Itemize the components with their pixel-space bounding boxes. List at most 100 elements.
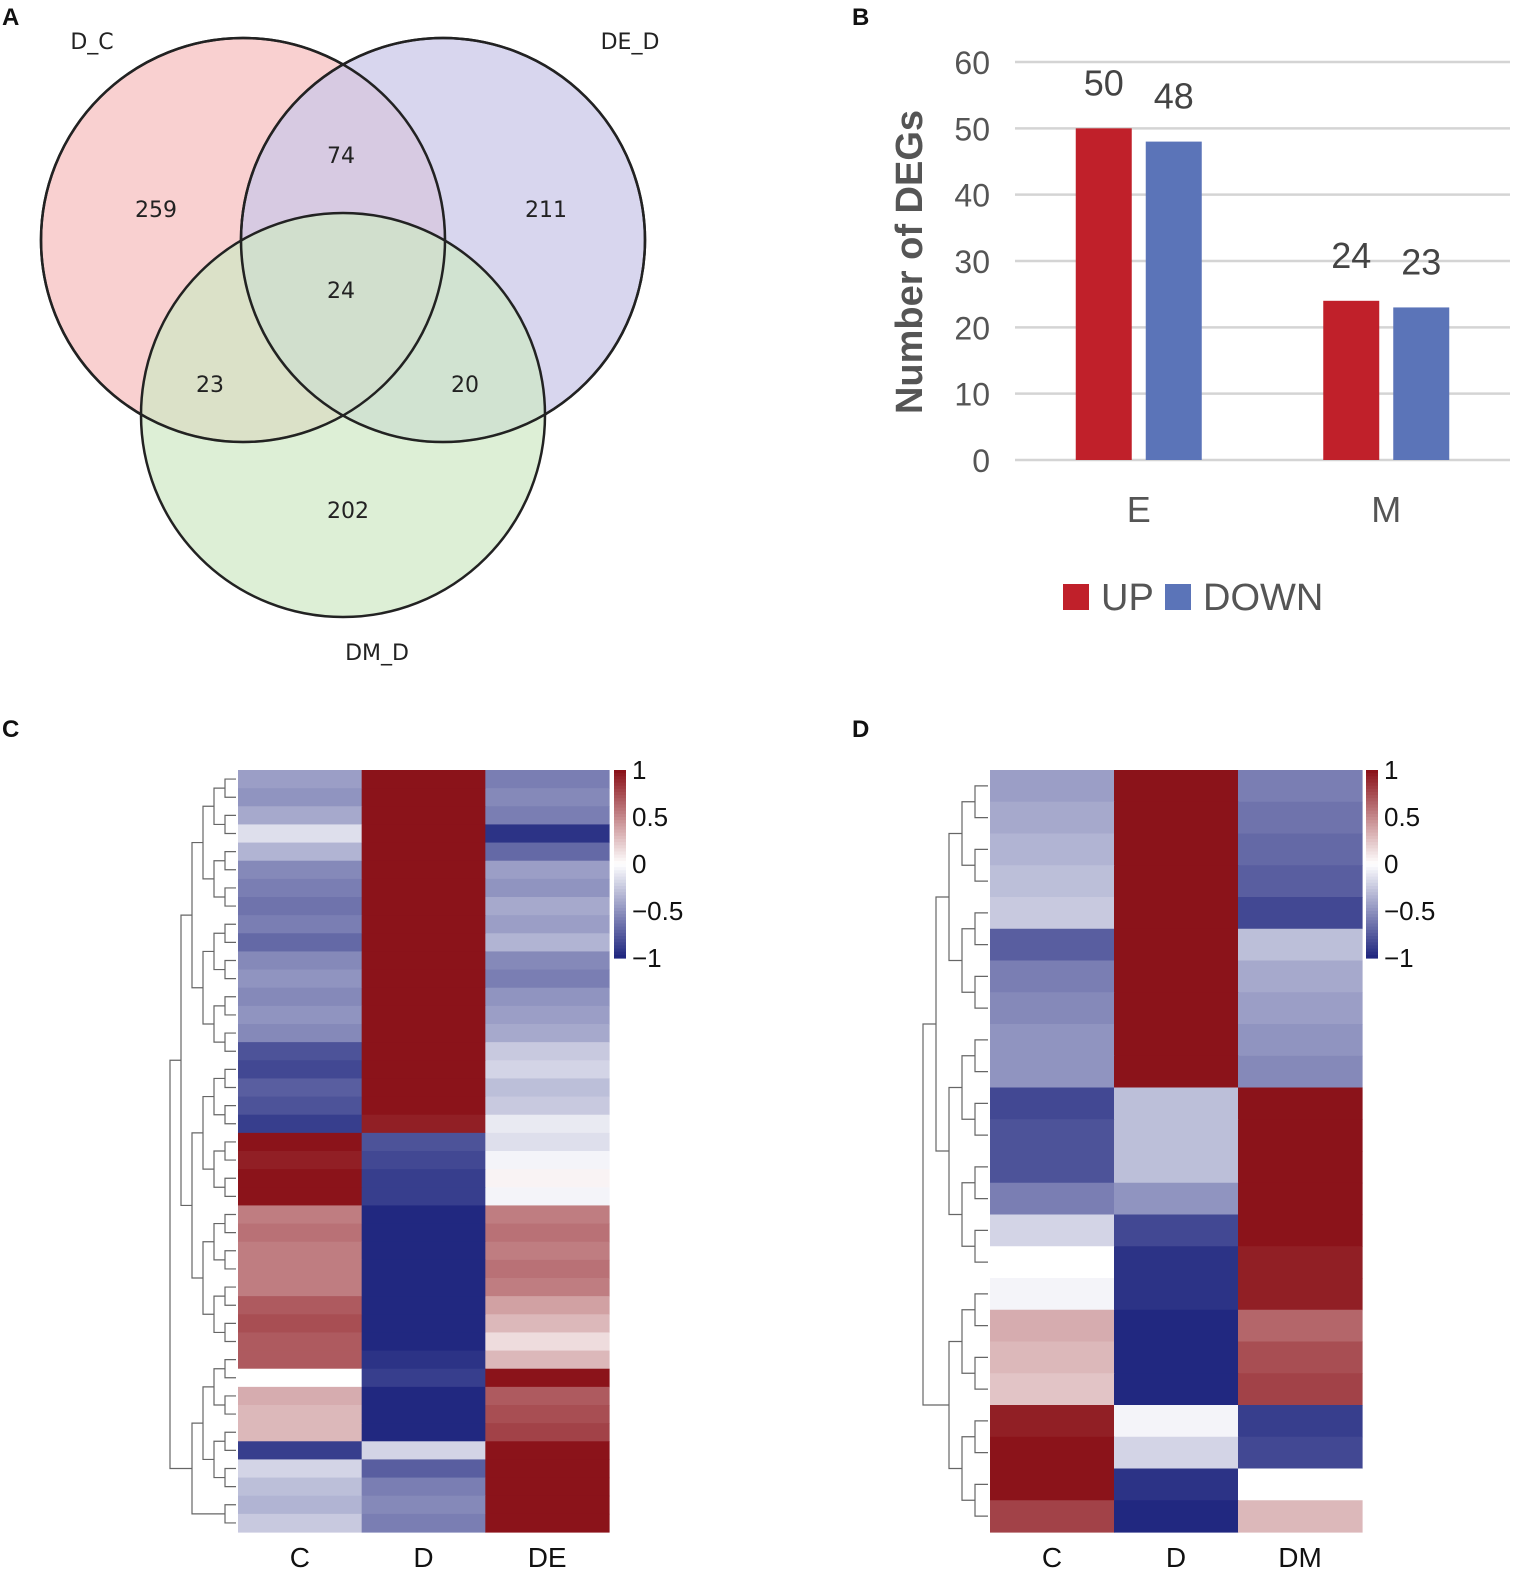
color-scale-segment	[614, 936, 626, 940]
heatmap-cell	[238, 1024, 363, 1043]
color-scale-segment	[1366, 773, 1378, 777]
dendrogram-branch	[974, 1483, 988, 1517]
heatmap-cell	[990, 1436, 1115, 1470]
heatmap-cell	[361, 915, 486, 934]
heatmap-cell	[361, 1005, 486, 1025]
color-scale-segment	[1366, 892, 1378, 896]
heatmap-cell	[238, 897, 363, 916]
heatmap-cell	[238, 1368, 363, 1388]
heatmap-cell	[361, 1459, 486, 1479]
heatmap-cell	[361, 1350, 486, 1370]
heatmap-cell	[1238, 1182, 1363, 1216]
heatmap-cell	[361, 1423, 486, 1442]
heatmap-cell	[361, 1241, 486, 1261]
dendrogram-branch	[974, 975, 988, 1009]
color-scale-segment	[1366, 832, 1378, 837]
color-scale-segment	[1366, 867, 1378, 871]
color-scale-segment	[614, 782, 626, 787]
heatmap-cell	[361, 1114, 486, 1134]
dendrogram-branch	[961, 801, 975, 866]
heatmap-cell	[485, 1386, 610, 1406]
heatmap-cell	[1114, 1373, 1239, 1406]
legend-label-down: DOWN	[1203, 577, 1323, 619]
heatmap-cell	[238, 770, 363, 789]
data-label: 48	[1154, 76, 1194, 117]
heatmap-cell	[485, 1223, 610, 1243]
heatmap-cell	[361, 897, 486, 916]
heatmap-cell	[485, 1114, 610, 1134]
heatmap-cell	[238, 788, 363, 807]
color-scale-segment	[1366, 870, 1378, 874]
color-scale-segment	[614, 923, 626, 928]
heatmap-cell	[485, 1241, 610, 1261]
x-tick-label: E	[1127, 489, 1151, 530]
legend-swatch-down	[1165, 584, 1191, 610]
dendrogram-branch	[974, 1420, 988, 1454]
heatmap-cell	[485, 1259, 610, 1279]
heatmap-cell	[990, 1405, 1115, 1438]
dendrogram-branch	[961, 1182, 975, 1247]
color-scale-segment	[1366, 926, 1378, 931]
heatmap-cell	[485, 842, 610, 862]
heatmap-cell	[485, 1078, 610, 1098]
heatmap-cell	[1114, 1087, 1239, 1120]
heatmap-cell	[1114, 801, 1239, 835]
heatmap-cell	[485, 1132, 610, 1152]
color-scale-segment	[614, 942, 626, 947]
heatmap-cell	[361, 969, 486, 989]
data-label: 23	[1401, 241, 1441, 282]
heatmap-cell	[238, 1005, 363, 1025]
venn-set-label-dm-d: DM_D	[345, 641, 409, 666]
heatmap-cell	[485, 1187, 610, 1207]
y-tick-label: 0	[972, 443, 990, 479]
dendrogram-branch	[974, 1166, 988, 1200]
color-scale-segment	[614, 864, 626, 868]
heatmap-cell	[361, 933, 486, 953]
dendrogram-branch	[974, 1293, 988, 1327]
heatmap-cell	[238, 1223, 363, 1243]
color-scale-segment	[1366, 936, 1378, 940]
color-scale-segment	[614, 798, 626, 802]
color-scale-segment	[614, 817, 626, 821]
color-scale-segment	[614, 892, 626, 896]
color-scale-segment	[614, 904, 626, 909]
color-scale-segment	[1366, 823, 1378, 827]
heatmap-cell	[361, 1513, 486, 1533]
heatmap-cell	[1114, 928, 1239, 962]
heatmap-cell	[990, 1087, 1115, 1120]
color-scale-segment	[614, 954, 626, 959]
heatmap-cell	[1238, 1119, 1363, 1152]
heatmap-cell	[238, 824, 363, 844]
venn-region-d-c-only: 259	[135, 198, 177, 223]
color-scale-segment	[614, 838, 626, 843]
heatmap-cell	[361, 1096, 486, 1116]
y-tick-label: 40	[954, 178, 990, 214]
heatmap-column-label: D	[1166, 1542, 1186, 1573]
x-tick-label: M	[1371, 489, 1401, 530]
heatmap-cell	[485, 1205, 610, 1225]
heatmap-cell	[238, 1060, 363, 1080]
color-scale-segment	[1366, 907, 1378, 912]
dendrogram-branch	[974, 912, 988, 946]
heatmap-cell	[485, 933, 610, 953]
venn-region-de-d-only: 211	[525, 198, 567, 223]
heatmap-cell	[990, 928, 1115, 962]
heatmap-cell	[238, 1205, 363, 1225]
color-scale-segment	[614, 911, 626, 915]
color-scale-segment	[1366, 857, 1378, 862]
heatmap-cell	[238, 1441, 363, 1461]
heatmap-cell	[361, 1151, 486, 1170]
bar-down-m	[1393, 307, 1450, 460]
heatmap-cell	[238, 987, 363, 1007]
color-scale-segment	[614, 842, 626, 846]
heatmap-cell	[1238, 1468, 1363, 1501]
heatmap-cell	[361, 1169, 486, 1188]
heatmap-cell	[361, 1405, 486, 1424]
color-scale-segment	[614, 882, 626, 887]
panel-label-c: C	[2, 716, 20, 743]
color-scale-segment	[614, 804, 626, 809]
color-scale-segment	[614, 860, 626, 865]
color-scale-segment	[1366, 889, 1378, 893]
color-scale-tick-label: −1	[632, 943, 662, 973]
